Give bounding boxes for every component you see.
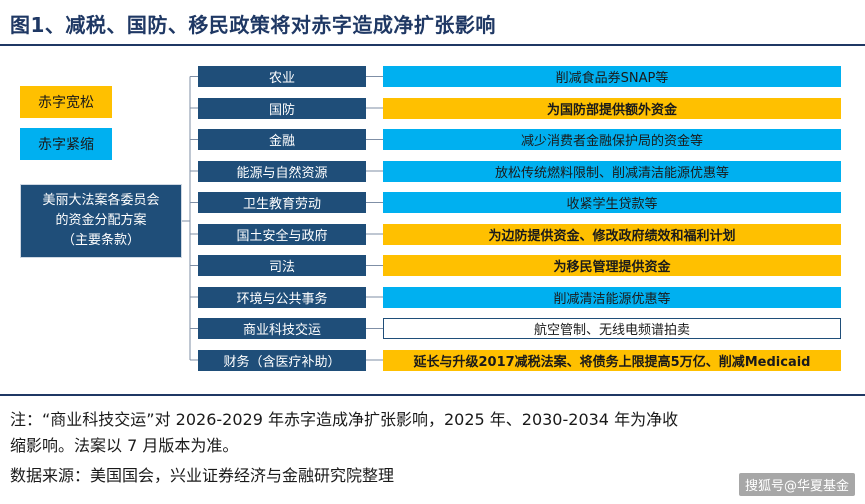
- category-box: 金融: [198, 129, 366, 150]
- policy-diagram: 赤字宽松 赤字紧缩 美丽大法案各委员会 的资金分配方案 （主要条款） 农业 削减食…: [0, 46, 865, 394]
- category-box: 国土安全与政府: [198, 223, 366, 245]
- root-line-1: 美丽大法案各委员会: [42, 193, 160, 208]
- legend-deficit-loose: 赤字宽松: [20, 86, 112, 118]
- watermark: 搜狐号@华夏基金: [738, 473, 855, 496]
- category-box: 财务（含医疗补助）: [198, 349, 366, 371]
- effect-box: 为国防部提供额外资金: [383, 97, 841, 119]
- category-box: 商业科技交运: [198, 318, 366, 339]
- notes-section: 注：“商业科技交运”对 2026-2029 年赤字造成净扩张影响，2025 年、…: [0, 394, 865, 504]
- effect-box: 放松传统燃料限制、削减清洁能源优惠等: [383, 160, 841, 182]
- root-node: 美丽大法案各委员会 的资金分配方案 （主要条款）: [20, 184, 182, 258]
- category-box: 卫生教育劳动: [198, 192, 366, 213]
- effect-box: 减少消费者金融保护局的资金等: [383, 129, 841, 150]
- effect-box: 收紧学生贷款等: [383, 192, 841, 213]
- effect-box: 延长与升级2017减税法案、将债务上限提高5万亿、削减Medicaid: [383, 349, 841, 371]
- connector-lines: [182, 76, 383, 361]
- category-box: 国防: [198, 97, 366, 119]
- effect-box: 削减清洁能源优惠等: [383, 286, 841, 308]
- root-line-3: （主要条款）: [61, 233, 140, 248]
- effect-box: 航空管制、无线电频谱拍卖: [383, 318, 841, 339]
- note-line-1: 注：“商业科技交运”对 2026-2029 年赤字造成净扩张影响，2025 年、…: [10, 410, 679, 429]
- category-box: 司法: [198, 255, 366, 276]
- effect-box: 为边防提供资金、修改政府绩效和福利计划: [383, 223, 841, 245]
- legend-deficit-tight: 赤字紧缩: [20, 128, 112, 160]
- root-line-2: 的资金分配方案: [55, 213, 147, 228]
- source-line: 数据来源：美国国会，兴业证券经济与金融研究院整理: [10, 466, 395, 485]
- effect-box: 削减食品券SNAP等: [383, 66, 841, 87]
- figure-title: 图1、减税、国防、移民政策将对赤字造成净扩张影响: [10, 13, 496, 37]
- title-bar: 图1、减税、国防、移民政策将对赤字造成净扩张影响: [0, 0, 865, 46]
- effect-box: 为移民管理提供资金: [383, 255, 841, 276]
- category-box: 农业: [198, 66, 366, 87]
- category-box: 环境与公共事务: [198, 286, 366, 308]
- category-box: 能源与自然资源: [198, 160, 366, 182]
- note-line-2: 缩影响。法案以 7 月版本为准。: [10, 436, 239, 455]
